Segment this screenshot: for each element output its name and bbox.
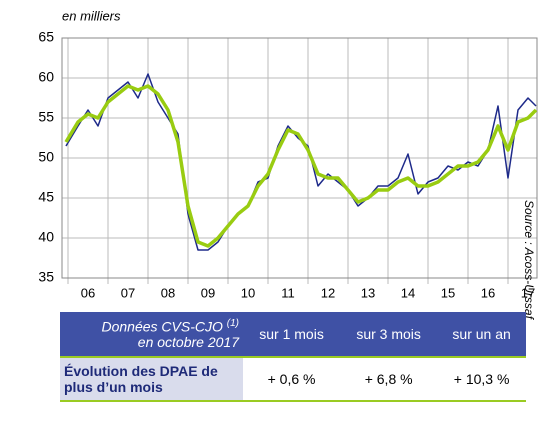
chart: en milliers 35 40 45 50 55 60 65 06 07 08 09 10 11 12…	[38, 8, 538, 300]
y-tick-label: 40	[38, 229, 54, 245]
row-label: Évolution des DPAE de plus d’un mois	[60, 357, 243, 402]
header-period: en octobre 2017	[137, 334, 239, 351]
header-cell: sur 1 mois	[243, 312, 341, 358]
x-tick-label: 06	[81, 285, 95, 300]
x-tick-label: 08	[161, 285, 175, 300]
x-tick-label: 07	[121, 285, 135, 300]
header-cell: sur 3 mois	[340, 312, 438, 358]
x-tick-label: 16	[481, 285, 495, 300]
header-label: Données CVS-CJO	[101, 318, 223, 335]
y-tick-label: 55	[38, 109, 54, 125]
y-tick-label: 50	[38, 149, 54, 165]
x-tick-label: 14	[401, 285, 415, 300]
y-tick-label: 65	[38, 29, 54, 45]
x-tick-label: 12	[321, 285, 335, 300]
x-tick-label: 11	[281, 285, 295, 300]
y-tick-label: 60	[38, 69, 54, 85]
cell: + 0,6 %	[243, 357, 341, 402]
cell: + 10,3 %	[437, 357, 526, 402]
x-tick-label: 15	[441, 285, 455, 300]
footnote-mark: (1)	[226, 317, 239, 329]
y-tick-label: 45	[38, 189, 54, 205]
x-tick-label: 13	[361, 285, 375, 300]
series-line	[65, 73, 537, 251]
x-tick-label: 09	[201, 285, 215, 300]
header-row: Données CVS-CJO (1) en octobre 2017 sur 1…	[60, 312, 526, 358]
data-row: Évolution des DPAE de plus d’un mois + 0…	[60, 357, 526, 402]
header-cell: sur un an	[437, 312, 526, 358]
series-line	[64, 84, 538, 248]
summary-table: Données CVS-CJO (1) en octobre 2017 sur 1…	[60, 312, 526, 402]
cell: + 6,8 %	[340, 357, 438, 402]
unit-label: en milliers	[62, 8, 121, 23]
source: Source : Acoss-Urssaf	[522, 200, 536, 319]
x-tick-label: 17	[521, 285, 535, 300]
x-tick-label: 10	[241, 285, 255, 300]
plot-frame	[61, 37, 538, 279]
header-cell: Données CVS-CJO (1) en octobre 2017	[60, 312, 243, 358]
y-tick-label: 35	[38, 269, 54, 285]
